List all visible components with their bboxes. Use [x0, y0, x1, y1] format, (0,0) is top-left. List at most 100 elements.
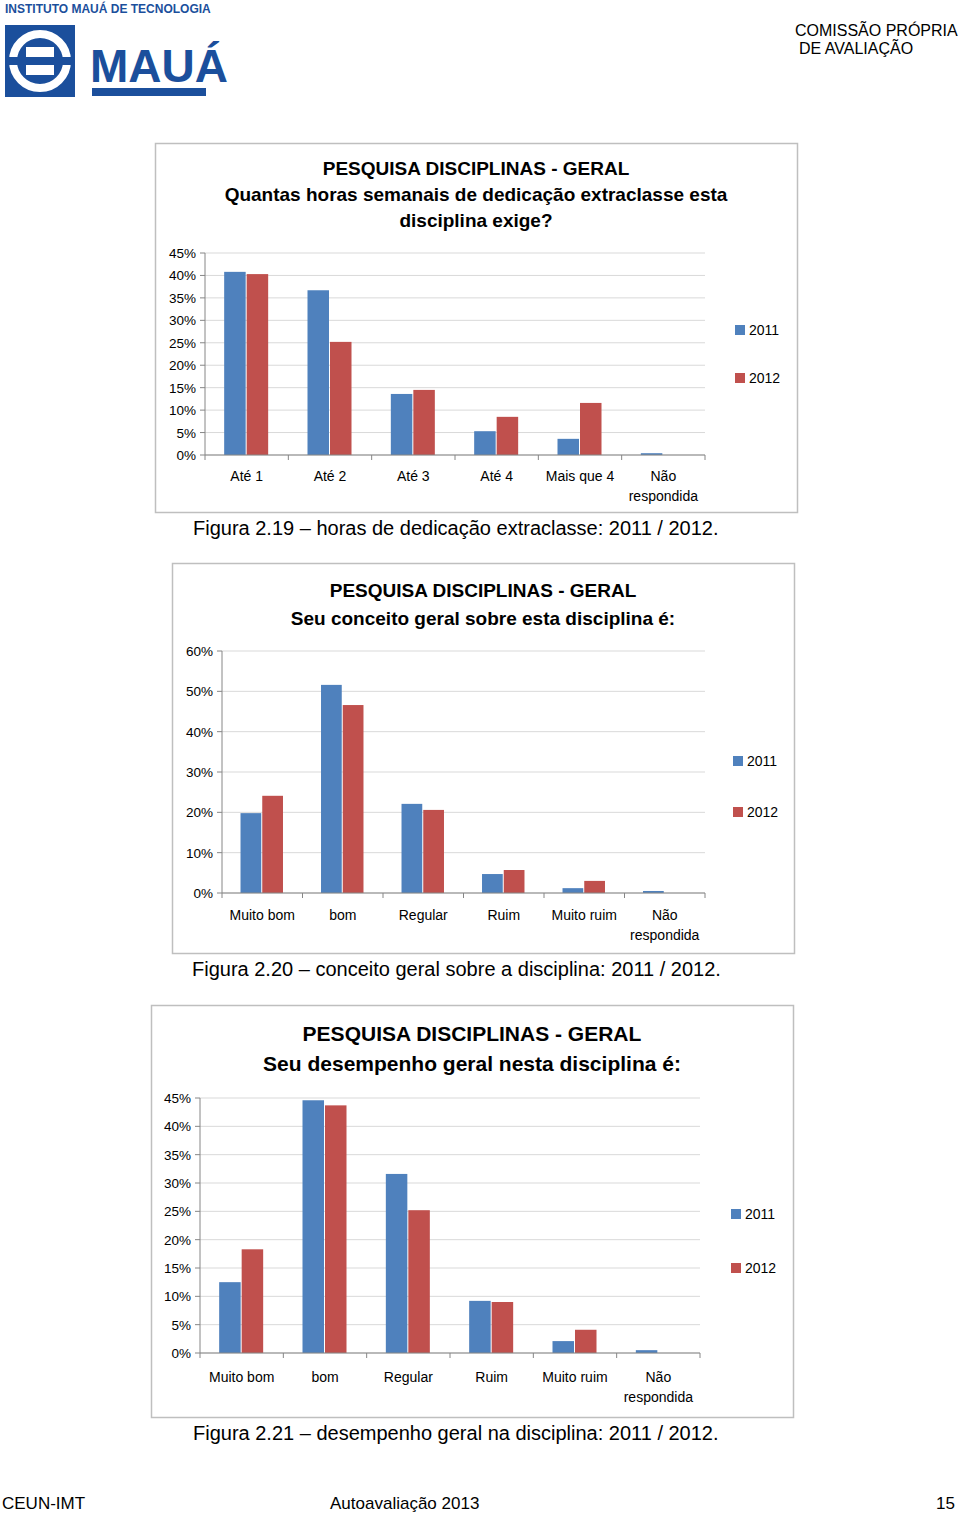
grid-line — [222, 812, 705, 813]
category-label: Ruim — [487, 907, 520, 923]
bar — [242, 1249, 264, 1353]
y-tick-label: 5% — [171, 1318, 191, 1333]
bar — [474, 431, 496, 455]
grid-line — [205, 320, 705, 321]
y-tick-label: 40% — [186, 725, 213, 740]
chart-subtitle: Quantas horas semanais de dedicação extr… — [225, 184, 728, 231]
grid-line — [200, 1126, 700, 1127]
bar — [575, 1330, 597, 1353]
category-label: Nãorespondida — [629, 468, 698, 504]
grid-line — [205, 432, 705, 433]
x-tick — [544, 893, 545, 898]
category-label: Ruim — [475, 1369, 508, 1385]
legend-label: 2012 — [749, 370, 780, 386]
x-tick — [538, 455, 539, 460]
category-label: Até 1 — [230, 468, 263, 484]
y-tick — [200, 342, 205, 343]
page-number: 15 — [936, 1494, 955, 1513]
bar — [580, 403, 602, 455]
footer-center: Autoavaliação 2013 — [330, 1494, 479, 1513]
bar — [303, 1100, 325, 1353]
bars — [241, 685, 664, 893]
category-label: Muito bom — [209, 1369, 274, 1385]
legend-swatch — [731, 1263, 741, 1273]
chart-title: PESQUISA DISCIPLINAS - GERAL — [323, 158, 630, 179]
logo — [5, 25, 75, 97]
y-tick — [195, 1098, 200, 1099]
y-tick-label: 10% — [164, 1289, 191, 1304]
category-label: bom — [329, 907, 356, 923]
y-tick-label: 30% — [169, 313, 196, 328]
bar — [469, 1301, 491, 1353]
x-tick — [222, 893, 223, 898]
grid-line — [205, 410, 705, 411]
grid-line — [200, 1154, 700, 1155]
legend-label: 2011 — [747, 753, 777, 769]
bars — [219, 1100, 657, 1353]
category-label: Até 3 — [397, 468, 430, 484]
y-tick-label: 45% — [164, 1091, 191, 1106]
y-tick — [195, 1353, 200, 1354]
x-tick — [283, 1353, 284, 1358]
bar — [391, 394, 413, 455]
bar — [247, 274, 269, 455]
y-tick — [195, 1183, 200, 1184]
bar — [262, 796, 283, 893]
y-tick — [217, 691, 222, 692]
grid-line — [222, 852, 705, 853]
y-tick-label: 0% — [176, 448, 196, 463]
y-tick-label: 0% — [193, 886, 213, 901]
y-tick — [195, 1239, 200, 1240]
category-label: Regular — [384, 1369, 433, 1385]
legend-label: 2012 — [747, 804, 778, 820]
chart-frame — [173, 564, 795, 954]
grid-line — [222, 731, 705, 732]
y-tick — [200, 410, 205, 411]
x-tick — [705, 893, 706, 898]
grid-line — [205, 365, 705, 366]
grid-line — [200, 1211, 700, 1212]
bar — [330, 342, 352, 455]
category-label: Até 2 — [314, 468, 347, 484]
bar — [325, 1105, 347, 1353]
y-tick-label: 45% — [169, 246, 196, 261]
bar — [408, 1210, 430, 1353]
legend-swatch — [733, 807, 743, 817]
logo-underline — [92, 88, 206, 96]
bar — [504, 870, 525, 893]
y-tick-label: 25% — [164, 1204, 191, 1219]
category-label: Nãorespondida — [630, 907, 699, 943]
legend-swatch — [733, 756, 743, 766]
x-tick — [288, 455, 289, 460]
y-tick — [217, 651, 222, 652]
y-tick — [195, 1268, 200, 1269]
y-tick-label: 50% — [186, 684, 213, 699]
y-tick — [200, 275, 205, 276]
y-tick-label: 60% — [186, 644, 213, 659]
legend-label: 2012 — [745, 1260, 776, 1276]
y-tick — [200, 432, 205, 433]
bar — [553, 1341, 575, 1353]
grid-line — [222, 651, 705, 652]
category-label: Regular — [399, 907, 448, 923]
y-tick — [200, 365, 205, 366]
category-label: bom — [311, 1369, 338, 1385]
y-tick-label: 0% — [171, 1346, 191, 1361]
y-tick — [200, 320, 205, 321]
x-tick — [533, 1353, 534, 1358]
x-tick — [200, 1353, 201, 1358]
y-tick-label: 10% — [186, 846, 213, 861]
category-label: Mais que 4 — [546, 468, 615, 484]
chart: PESQUISA DISCIPLINAS - GERALSeu conceito… — [173, 564, 795, 954]
y-tick-label: 25% — [169, 336, 196, 351]
x-tick — [383, 893, 384, 898]
bar — [497, 417, 518, 455]
y-tick-label: 20% — [164, 1233, 191, 1248]
figure-caption: Figura 2.20 – conceito geral sobre a dis… — [192, 958, 721, 980]
chart-title: PESQUISA DISCIPLINAS - GERAL — [303, 1022, 642, 1045]
chart-subtitle: Seu desempenho geral nesta disciplina é: — [263, 1052, 681, 1075]
institute-name: INSTITUTO MAUÁ DE TECNOLOGIA — [5, 1, 211, 16]
y-axis — [200, 1098, 201, 1353]
bar — [386, 1174, 408, 1353]
y-axis — [222, 651, 223, 893]
